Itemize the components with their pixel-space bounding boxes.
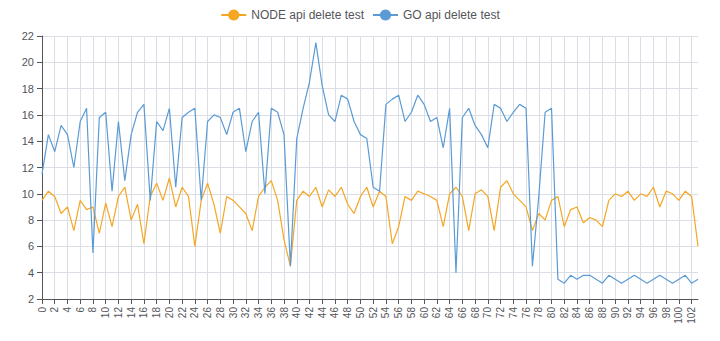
- svg-text:78: 78: [533, 307, 544, 319]
- svg-text:36: 36: [266, 307, 277, 319]
- svg-text:40: 40: [291, 307, 302, 319]
- svg-text:14: 14: [126, 307, 137, 319]
- svg-text:102: 102: [686, 307, 697, 324]
- svg-text:80: 80: [546, 307, 557, 319]
- svg-text:6: 6: [75, 307, 86, 313]
- svg-text:42: 42: [304, 307, 315, 319]
- svg-text:2: 2: [49, 307, 60, 313]
- svg-text:62: 62: [431, 307, 442, 319]
- svg-text:18: 18: [22, 83, 34, 95]
- svg-text:0: 0: [37, 307, 48, 313]
- svg-text:32: 32: [240, 307, 251, 319]
- svg-text:56: 56: [393, 307, 404, 319]
- svg-text:20: 20: [164, 307, 175, 319]
- svg-text:6: 6: [28, 240, 34, 252]
- svg-text:88: 88: [597, 307, 608, 319]
- svg-text:74: 74: [508, 307, 519, 319]
- svg-text:12: 12: [22, 162, 34, 174]
- svg-text:12: 12: [113, 307, 124, 319]
- svg-text:48: 48: [342, 307, 353, 319]
- svg-text:18: 18: [151, 307, 162, 319]
- svg-text:2: 2: [28, 293, 34, 305]
- svg-text:54: 54: [380, 307, 391, 319]
- svg-text:34: 34: [253, 307, 264, 319]
- svg-text:60: 60: [419, 307, 430, 319]
- svg-text:8: 8: [87, 307, 98, 313]
- svg-text:24: 24: [189, 307, 200, 319]
- svg-text:100: 100: [673, 307, 684, 324]
- svg-text:28: 28: [215, 307, 226, 319]
- svg-text:38: 38: [279, 307, 290, 319]
- svg-text:86: 86: [584, 307, 595, 319]
- svg-text:20: 20: [22, 56, 34, 68]
- svg-text:4: 4: [28, 267, 34, 279]
- svg-text:70: 70: [482, 307, 493, 319]
- svg-text:66: 66: [457, 307, 468, 319]
- svg-text:58: 58: [406, 307, 417, 319]
- svg-text:26: 26: [202, 307, 213, 319]
- svg-text:8: 8: [28, 214, 34, 226]
- svg-text:22: 22: [177, 307, 188, 319]
- svg-text:4: 4: [62, 307, 73, 313]
- svg-text:68: 68: [470, 307, 481, 319]
- svg-text:GO api delete test: GO api delete test: [403, 8, 500, 22]
- svg-text:92: 92: [622, 307, 633, 319]
- svg-text:50: 50: [355, 307, 366, 319]
- svg-text:30: 30: [228, 307, 239, 319]
- svg-text:84: 84: [571, 307, 582, 319]
- svg-text:94: 94: [635, 307, 646, 319]
- svg-text:22: 22: [22, 30, 34, 42]
- svg-text:10: 10: [100, 307, 111, 319]
- svg-text:16: 16: [22, 109, 34, 121]
- svg-text:76: 76: [521, 307, 532, 319]
- svg-text:96: 96: [648, 307, 659, 319]
- svg-text:NODE api delete test: NODE api delete test: [251, 8, 364, 22]
- svg-text:16: 16: [138, 307, 149, 319]
- svg-text:90: 90: [610, 307, 621, 319]
- svg-text:44: 44: [317, 307, 328, 319]
- svg-text:98: 98: [661, 307, 672, 319]
- svg-text:82: 82: [559, 307, 570, 319]
- svg-text:10: 10: [22, 188, 34, 200]
- svg-text:64: 64: [444, 307, 455, 319]
- svg-text:46: 46: [329, 307, 340, 319]
- svg-text:72: 72: [495, 307, 506, 319]
- svg-text:14: 14: [22, 135, 34, 147]
- svg-text:52: 52: [368, 307, 379, 319]
